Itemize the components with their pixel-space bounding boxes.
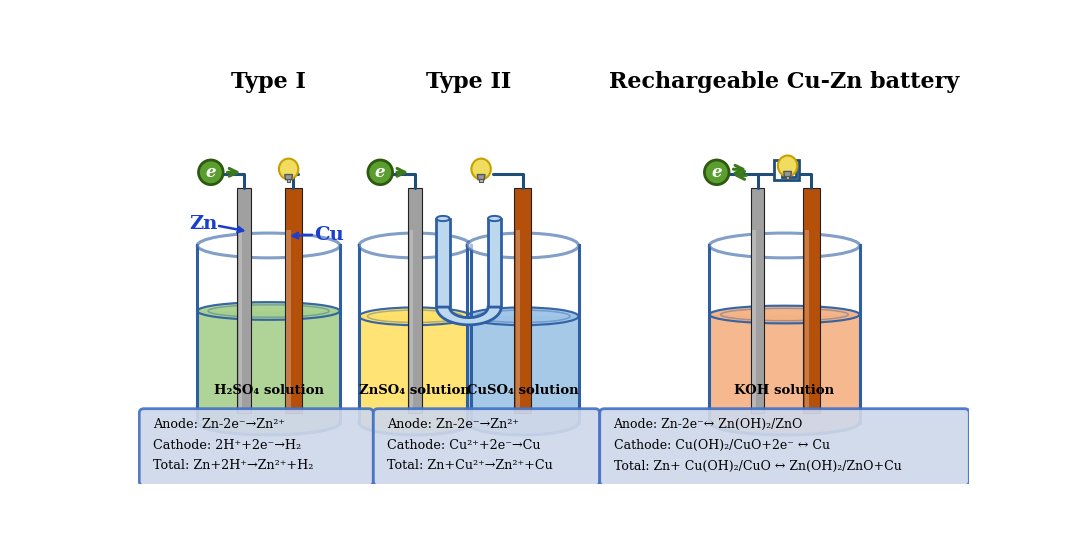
Text: Cathode: Cu²⁺+2e⁻→Cu: Cathode: Cu²⁺+2e⁻→Cu [387, 438, 541, 452]
Circle shape [368, 160, 392, 184]
Bar [804, 188, 820, 413]
FancyBboxPatch shape [599, 409, 970, 486]
Ellipse shape [359, 233, 471, 258]
Text: Anode: Zn-2e⁻↔ Zn(OH)₂/ZnO: Anode: Zn-2e⁻↔ Zn(OH)₂/ZnO [613, 418, 802, 431]
Text: Rechargeable Cu-Zn battery: Rechargeable Cu-Zn battery [609, 71, 960, 94]
Text: Total: Zn+2H⁺→Zn²⁺+H₂: Total: Zn+2H⁺→Zn²⁺+H₂ [153, 460, 313, 473]
Bar [286, 230, 291, 410]
Bar [516, 230, 519, 410]
Circle shape [704, 160, 729, 184]
Polygon shape [359, 423, 471, 435]
Text: Type II: Type II [427, 71, 512, 94]
Bar [782, 166, 796, 177]
Ellipse shape [198, 233, 340, 258]
Ellipse shape [471, 159, 490, 180]
Bar [239, 230, 242, 410]
Ellipse shape [488, 216, 501, 221]
Polygon shape [467, 423, 579, 435]
Bar [710, 314, 860, 423]
Text: Cathode: Cu(OH)₂/CuO+2e⁻ ↔ Cu: Cathode: Cu(OH)₂/CuO+2e⁻ ↔ Cu [613, 438, 829, 452]
Bar [752, 230, 756, 410]
Bar [488, 219, 501, 307]
Text: e: e [205, 164, 216, 181]
Text: Anode: Zn-2e⁻→Zn²⁺: Anode: Zn-2e⁻→Zn²⁺ [387, 418, 519, 431]
Text: Total: Zn+ Cu(OH)₂/CuO ↔ Zn(OH)₂/ZnO+Cu: Total: Zn+ Cu(OH)₂/CuO ↔ Zn(OH)₂/ZnO+Cu [613, 460, 902, 473]
Ellipse shape [279, 159, 298, 180]
FancyBboxPatch shape [374, 409, 599, 486]
FancyBboxPatch shape [139, 409, 374, 486]
Bar [514, 188, 531, 413]
Ellipse shape [359, 307, 471, 325]
Text: e: e [375, 164, 386, 181]
Bar [237, 188, 251, 413]
Polygon shape [436, 307, 501, 325]
Text: KOH solution: KOH solution [734, 384, 835, 397]
Bar [198, 311, 340, 423]
Ellipse shape [778, 156, 797, 176]
Text: Anode: Zn-2e⁻→Zn²⁺: Anode: Zn-2e⁻→Zn²⁺ [153, 418, 285, 431]
Ellipse shape [467, 307, 579, 325]
Text: Cathode: 2H⁺+2e⁻→H₂: Cathode: 2H⁺+2e⁻→H₂ [153, 438, 301, 452]
Bar [408, 188, 422, 413]
Circle shape [199, 160, 224, 184]
Bar [480, 180, 483, 182]
Text: Zn: Zn [189, 215, 217, 233]
Polygon shape [198, 423, 340, 435]
Text: Type I: Type I [231, 71, 306, 94]
Polygon shape [784, 171, 792, 177]
Text: H₂SO₄ solution: H₂SO₄ solution [214, 384, 324, 397]
Ellipse shape [710, 306, 860, 323]
Bar [774, 160, 799, 180]
Bar [285, 188, 301, 413]
Bar [409, 230, 413, 410]
Text: Cu: Cu [314, 226, 343, 244]
Ellipse shape [198, 302, 340, 320]
Polygon shape [710, 423, 860, 435]
Bar [805, 230, 809, 410]
Text: CuSO₄ solution: CuSO₄ solution [467, 384, 579, 397]
Polygon shape [285, 175, 293, 180]
Polygon shape [477, 175, 485, 180]
Bar [786, 176, 789, 179]
Bar [359, 316, 471, 423]
Bar [436, 219, 449, 307]
Ellipse shape [467, 233, 579, 258]
Bar [467, 316, 579, 423]
Ellipse shape [710, 233, 860, 258]
Text: e: e [712, 164, 723, 181]
Bar [287, 180, 291, 182]
Text: Total: Zn+Cu²⁺→Zn²⁺+Cu: Total: Zn+Cu²⁺→Zn²⁺+Cu [387, 460, 553, 473]
Bar [751, 188, 765, 413]
Text: ZnSO₄ solution: ZnSO₄ solution [360, 384, 470, 397]
Ellipse shape [436, 216, 449, 221]
